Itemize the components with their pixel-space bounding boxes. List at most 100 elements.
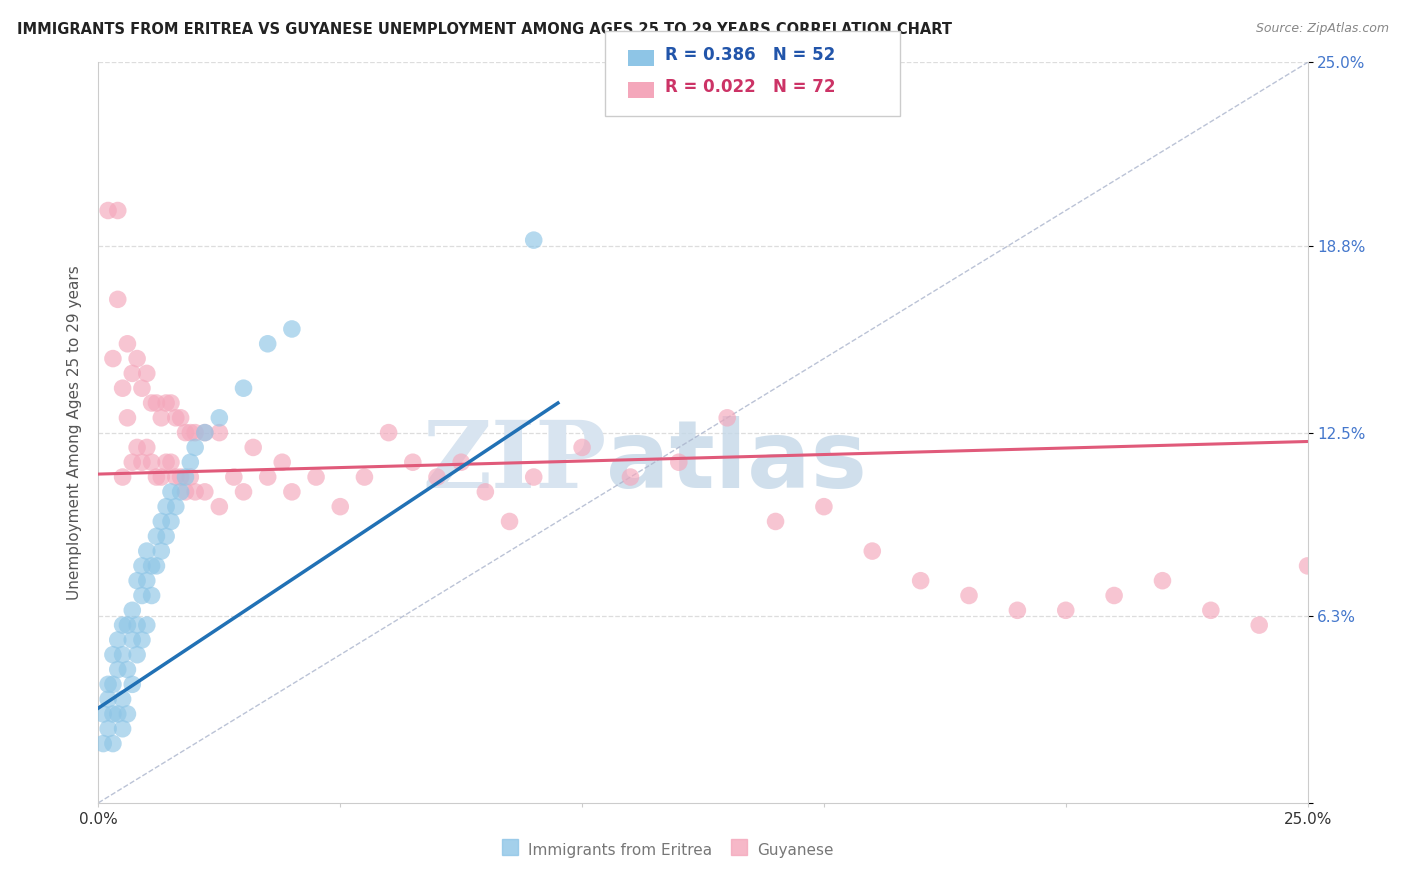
- Point: [619, 470, 641, 484]
- Point: [160, 396, 183, 410]
- Point: [145, 558, 167, 573]
- Point: [222, 470, 245, 484]
- Point: [813, 500, 835, 514]
- Point: [127, 618, 149, 632]
- Point: [242, 441, 264, 455]
- Point: [121, 632, 143, 647]
- Point: [145, 396, 167, 410]
- Point: [117, 663, 139, 677]
- Text: Immigrants from Eritrea: Immigrants from Eritrea: [527, 844, 711, 858]
- Point: [208, 425, 231, 440]
- Text: Source: ZipAtlas.com: Source: ZipAtlas.com: [1256, 22, 1389, 36]
- Point: [160, 484, 183, 499]
- Point: [523, 233, 546, 247]
- Point: [117, 336, 139, 351]
- Point: [402, 455, 425, 469]
- Point: [150, 515, 173, 529]
- Point: [184, 484, 207, 499]
- Point: [135, 367, 157, 381]
- Text: R = 0.022   N = 72: R = 0.022 N = 72: [665, 78, 835, 96]
- Point: [117, 706, 139, 721]
- Point: [281, 322, 304, 336]
- Point: [165, 410, 187, 425]
- Point: [165, 470, 187, 484]
- Point: [141, 558, 163, 573]
- Point: [101, 706, 124, 721]
- Point: [145, 470, 167, 484]
- Point: [165, 500, 187, 514]
- Point: [131, 589, 153, 603]
- Point: [1296, 558, 1319, 573]
- Point: [450, 455, 472, 469]
- Point: [111, 648, 134, 662]
- Point: [131, 632, 153, 647]
- Point: [1199, 603, 1222, 617]
- Point: [765, 515, 787, 529]
- Point: [101, 737, 124, 751]
- Point: [1249, 618, 1271, 632]
- Point: [121, 677, 143, 691]
- Point: [121, 603, 143, 617]
- Point: [377, 425, 399, 440]
- Point: [169, 484, 191, 499]
- Point: [160, 515, 183, 529]
- Point: [107, 663, 129, 677]
- Point: [135, 618, 157, 632]
- Text: Guyanese: Guyanese: [758, 844, 834, 858]
- Point: [91, 706, 114, 721]
- Point: [111, 722, 134, 736]
- Point: [208, 500, 231, 514]
- Point: [174, 470, 197, 484]
- Point: [194, 425, 217, 440]
- Point: [194, 425, 217, 440]
- Y-axis label: Unemployment Among Ages 25 to 29 years: Unemployment Among Ages 25 to 29 years: [67, 265, 83, 600]
- Point: [957, 589, 980, 603]
- Point: [135, 544, 157, 558]
- Point: [117, 618, 139, 632]
- Point: [1102, 589, 1125, 603]
- Point: [426, 470, 449, 484]
- Point: [127, 351, 149, 366]
- Point: [668, 455, 690, 469]
- Point: [111, 381, 134, 395]
- Point: [150, 544, 173, 558]
- Point: [353, 470, 375, 484]
- Point: [523, 470, 546, 484]
- Point: [860, 544, 883, 558]
- Point: [131, 381, 153, 395]
- Point: [194, 484, 217, 499]
- Point: [155, 529, 177, 543]
- Point: [97, 677, 120, 691]
- Point: [127, 574, 149, 588]
- Point: [281, 484, 304, 499]
- Point: [107, 293, 129, 307]
- Point: [474, 484, 496, 499]
- Point: [179, 470, 201, 484]
- Point: [305, 470, 328, 484]
- Point: [179, 425, 201, 440]
- Point: [256, 336, 278, 351]
- Point: [145, 529, 167, 543]
- Point: [101, 648, 124, 662]
- Point: [141, 396, 163, 410]
- Point: [97, 722, 120, 736]
- Point: [107, 706, 129, 721]
- Point: [208, 410, 231, 425]
- Point: [101, 351, 124, 366]
- Point: [329, 500, 352, 514]
- Point: [1152, 574, 1174, 588]
- Point: [179, 455, 201, 469]
- Point: [111, 618, 134, 632]
- Point: [169, 410, 191, 425]
- Point: [155, 455, 177, 469]
- Point: [169, 470, 191, 484]
- Text: atlas: atlas: [606, 417, 868, 508]
- Point: [135, 574, 157, 588]
- Point: [141, 455, 163, 469]
- Point: [174, 484, 197, 499]
- Point: [174, 425, 197, 440]
- Point: [1007, 603, 1029, 617]
- Point: [127, 648, 149, 662]
- Point: [498, 515, 520, 529]
- Point: [160, 455, 183, 469]
